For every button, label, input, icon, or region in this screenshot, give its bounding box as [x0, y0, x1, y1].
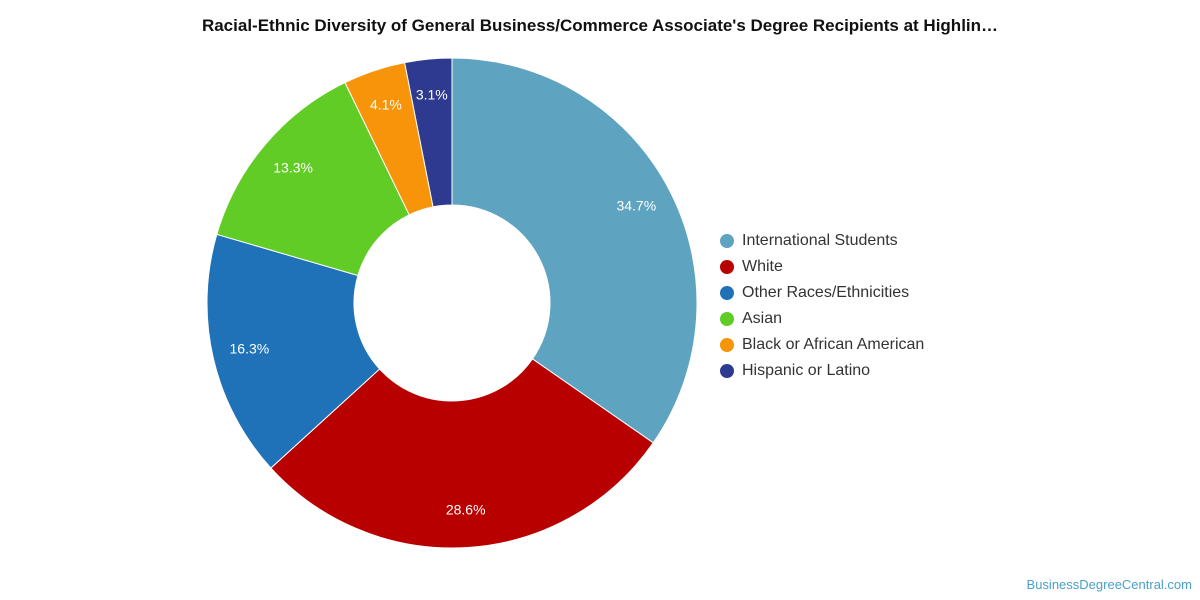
- legend-label: Other Races/Ethnicities: [742, 284, 910, 301]
- legend-swatch: [720, 312, 734, 326]
- legend-swatch: [720, 338, 734, 352]
- chart-title: Racial-Ethnic Diversity of General Busin…: [201, 16, 999, 35]
- chart-legend: International Students White Other Races/E…: [720, 228, 924, 384]
- legend-item[interactable]: White: [720, 254, 924, 280]
- slice-label: 28.6%: [446, 501, 486, 517]
- legend-swatch: [720, 364, 734, 378]
- slice-label: 16.3%: [230, 341, 270, 357]
- slice-label: 3.1%: [416, 87, 448, 103]
- slice-label: 34.7%: [616, 197, 656, 213]
- legend-swatch: [720, 286, 734, 300]
- legend-item[interactable]: International Students: [720, 228, 924, 254]
- legend-swatch: [720, 234, 734, 248]
- slice-asian[interactable]: [216, 81, 410, 277]
- legend-label: International Students: [742, 232, 898, 249]
- legend-label: Black or African American: [742, 336, 925, 353]
- slice-hispanic-or-latino[interactable]: [404, 57, 453, 208]
- legend-item[interactable]: Black or African American: [720, 332, 924, 358]
- source-watermark[interactable]: BusinessDegreeCentral.com: [1026, 577, 1192, 592]
- slice-white[interactable]: [270, 358, 654, 549]
- legend-label: White: [742, 258, 783, 275]
- slice-international-students[interactable]: [451, 57, 698, 444]
- legend-swatch: [720, 260, 734, 274]
- slice-label: 13.3%: [273, 159, 313, 175]
- legend-label: Hispanic or Latino: [742, 362, 871, 379]
- legend-item[interactable]: Hispanic or Latino: [720, 358, 924, 384]
- legend-item[interactable]: Other Races/Ethnicities: [720, 280, 924, 306]
- slice-label: 4.1%: [370, 96, 402, 112]
- legend-label: Asian: [742, 310, 783, 327]
- legend-item[interactable]: Asian: [720, 306, 924, 332]
- slice-other-races-ethnicities[interactable]: [206, 233, 381, 469]
